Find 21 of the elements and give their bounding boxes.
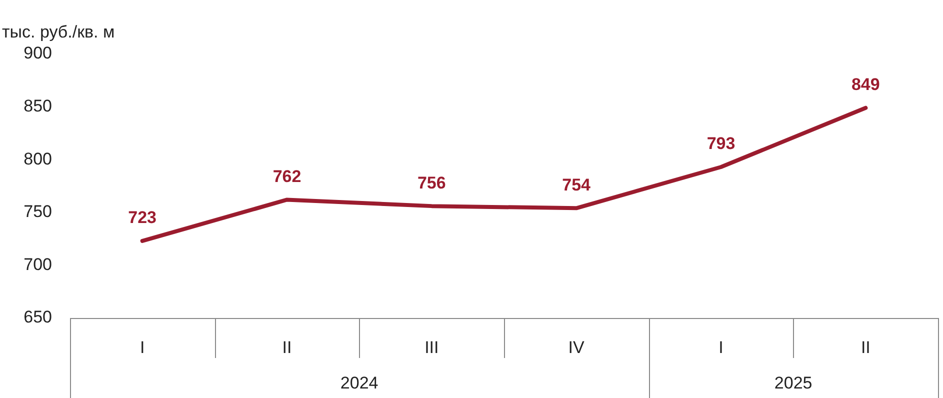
x-tick-label: II	[282, 338, 292, 357]
y-tick-label: 900	[24, 44, 52, 63]
x-tick-label: II	[860, 338, 870, 357]
text: 2025	[774, 374, 812, 393]
y-axis-title: тыс. руб./кв. м	[2, 22, 115, 42]
data-label: 793	[706, 134, 736, 154]
y-tick-label: 850	[24, 96, 52, 116]
y-tick-label: 800	[24, 149, 52, 168]
data-label: 849	[851, 75, 880, 94]
x-tick-label: III	[424, 338, 439, 357]
x-tick-label: I	[140, 338, 145, 357]
data-label: 762	[272, 166, 302, 186]
y-tick-label: 650	[24, 308, 52, 327]
x-tick-label: I	[718, 338, 724, 357]
y-tick-label: 700	[24, 254, 52, 274]
data-label: 723	[128, 208, 157, 228]
x-tick-label: IV	[568, 338, 586, 357]
y-tick-label: 750	[24, 202, 52, 222]
data-label: 754	[562, 175, 592, 194]
data-label: 756	[417, 173, 446, 192]
text: 2024	[340, 374, 378, 393]
